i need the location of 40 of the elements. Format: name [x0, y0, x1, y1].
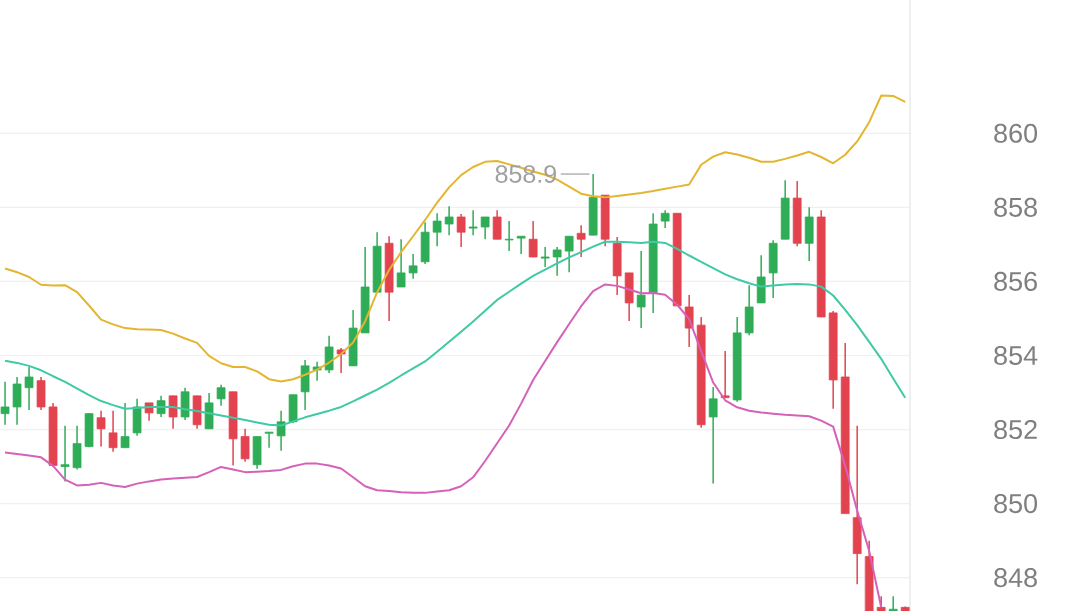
- candlestick: [516, 235, 526, 255]
- candlestick: [444, 205, 454, 236]
- candlestick: [240, 428, 250, 463]
- candlestick: [324, 335, 334, 374]
- candlestick: [276, 409, 286, 452]
- candlestick: [264, 431, 274, 449]
- candlestick: [480, 216, 490, 240]
- y-tick-label: 852: [994, 419, 1037, 440]
- candlestick: [408, 253, 418, 280]
- candlestick: [708, 386, 718, 485]
- y-tick-label: 850: [994, 494, 1038, 514]
- candlestick: [504, 220, 514, 252]
- candlestick: [168, 395, 178, 430]
- candlestick: [60, 425, 70, 483]
- candlestick: [636, 250, 646, 329]
- candlestick: [120, 402, 130, 449]
- candlestick: [0, 381, 10, 426]
- candlestick: [432, 212, 442, 247]
- candlestick: [216, 383, 226, 407]
- y-tick-label: 856: [994, 271, 1037, 291]
- line-series: [4, 283, 883, 609]
- candlestick: [528, 220, 538, 258]
- candlestick: [576, 224, 586, 258]
- y-tick-label: 854: [994, 345, 1038, 366]
- y-tick-label: 858: [994, 197, 1037, 217]
- candlestick: [396, 238, 406, 288]
- candlestick: [564, 235, 574, 273]
- candlestick: [108, 409, 118, 453]
- candlestick: [552, 246, 562, 277]
- candlestick: [540, 246, 550, 268]
- candlestick: [456, 213, 466, 248]
- y-tick-label: 860: [994, 123, 1038, 143]
- y-tick-label: 848: [994, 568, 1037, 588]
- candlestick: [468, 209, 478, 236]
- candlestick: [24, 366, 34, 411]
- candlestick: [720, 350, 730, 399]
- candlestick: [12, 376, 22, 426]
- candlestick: [492, 209, 502, 240]
- candlestick: [96, 409, 106, 448]
- line-series: [4, 94, 907, 383]
